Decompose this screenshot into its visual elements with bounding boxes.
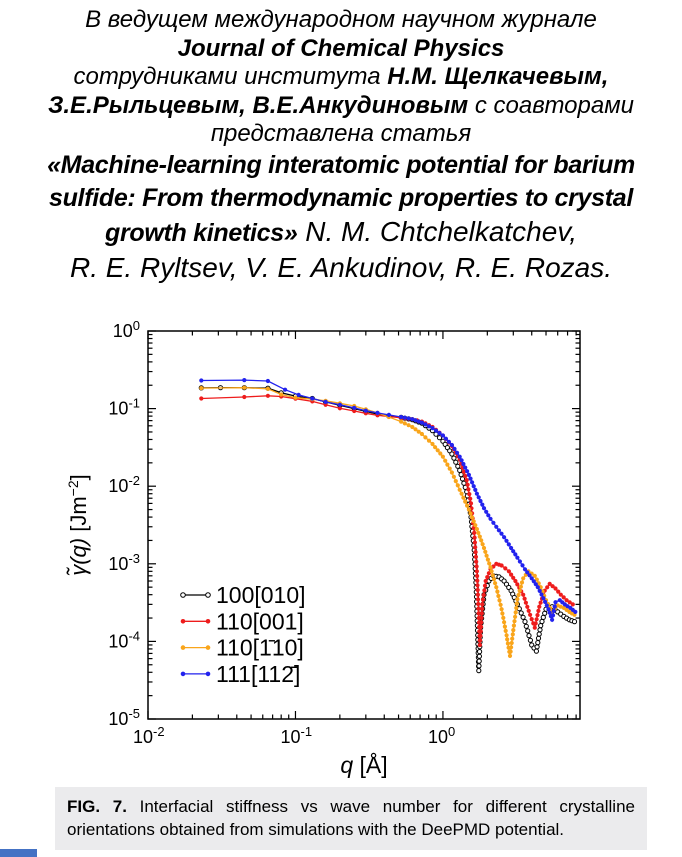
coauthors-suffix: с соавторами — [468, 91, 635, 119]
article-title-line-2: sulfide: From thermodynamic properties t… — [48, 183, 634, 212]
chart-legend: 100[010]110[001]110[1̄10]111[112̄] — [180, 582, 306, 687]
stiffness-vs-wavenumber-chart: 10-2 10-1 100 100 10-1 10-2 10-3 10-4 10-5 q [Å] γ… — [65, 318, 581, 778]
article-title-end: growth kinetics» — [104, 218, 298, 247]
staff-prefix: сотрудниками института — [73, 63, 388, 90]
y-axis-label: γ̃(q) [Jm−2] — [65, 474, 91, 576]
svg-text:10-2: 10-2 — [133, 724, 165, 747]
article-title-line-3: growth kinetics» N. M. Chtchelkatchev, — [0, 215, 682, 250]
figure-chart: 10-2 10-1 100 100 10-1 10-2 10-3 10-4 10-5 q [Å] γ… — [0, 318, 682, 780]
article-title-line-1: «Machine-learning interatomic potential … — [47, 150, 635, 179]
legend-label-3: 111[112̄] — [216, 661, 300, 687]
plot-frame — [147, 330, 581, 720]
series-3 — [199, 378, 578, 623]
axis-ticks — [147, 330, 580, 720]
figure-caption: FIG. 7. Interfacial stiffness vs wave nu… — [55, 787, 647, 851]
header-line-authors-ru: З.Е.Рыльцевым, В.Е.Анкудиновым с соавтор… — [0, 92, 682, 121]
legend-label-2: 110[1̄10] — [216, 635, 304, 661]
svg-text:10-2: 10-2 — [108, 473, 140, 496]
header-line-presented: представлена статья — [210, 120, 472, 147]
x-axis-label: q [Å] — [340, 751, 387, 778]
legend-label-0: 100[010] — [216, 582, 306, 608]
footer-accent-bar — [0, 849, 37, 857]
svg-text:10-1: 10-1 — [108, 396, 140, 419]
announcement-header: В ведущем международном научном журнале … — [0, 6, 682, 285]
author-names-ru-2: З.Е.Рыльцевым, В.Е.Анкудиновым — [47, 91, 469, 119]
figure-caption-text: Interfacial stiffness vs wave number for… — [67, 797, 635, 840]
legend-label-1: 110[001] — [216, 608, 304, 634]
svg-text:10-4: 10-4 — [108, 628, 140, 651]
header-line-journal-intro: В ведущем международном научном журнале — [85, 6, 597, 33]
svg-text:10-5: 10-5 — [108, 706, 140, 729]
header-line-staff: сотрудниками института Н.М. Щелкачевым, — [0, 63, 682, 92]
svg-text:100: 100 — [113, 318, 140, 341]
axis-tick-labels: 10-2 10-1 100 100 10-1 10-2 10-3 10-4 10-5 — [108, 318, 455, 747]
authors-line-en: R. E. Ryltsev, V. E. Ankudinov, R. E. Ro… — [69, 251, 613, 283]
figure-label: FIG. 7. — [67, 797, 127, 816]
author-name-en-1: N. M. Chtchelkatchev, — [297, 215, 578, 247]
svg-text:100: 100 — [428, 724, 455, 747]
svg-text:10-3: 10-3 — [108, 551, 140, 574]
journal-name: Journal of Chemical Physics — [177, 34, 505, 62]
author-name-ru-1: Н.М. Щелкачевым, — [387, 63, 609, 90]
svg-text:10-1: 10-1 — [280, 724, 312, 747]
